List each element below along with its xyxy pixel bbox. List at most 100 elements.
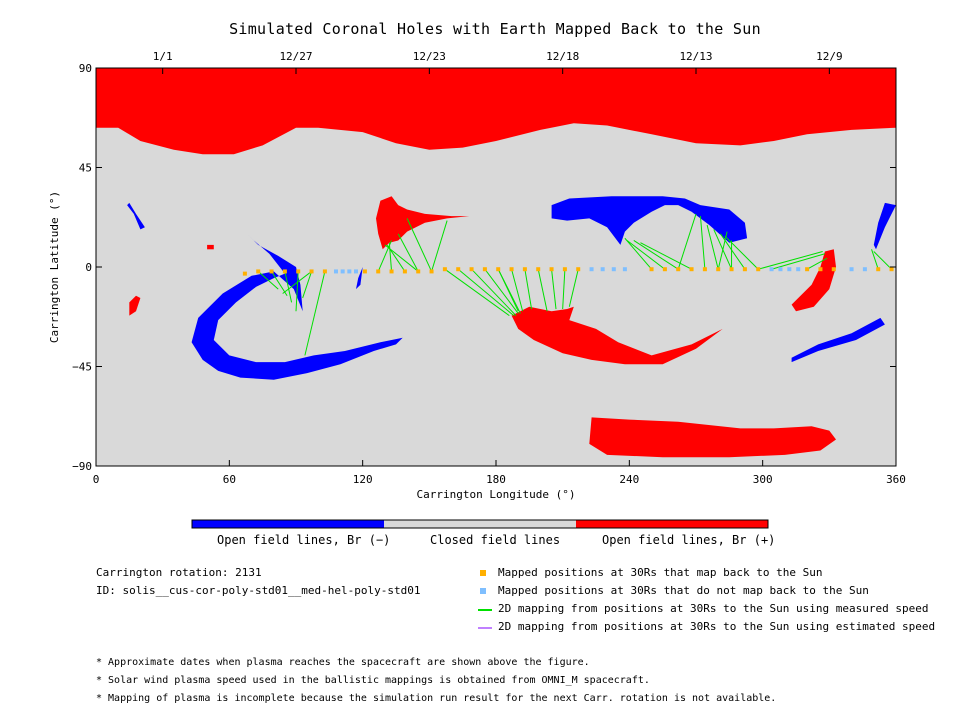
colorbar-segment-1 bbox=[384, 520, 576, 528]
unmapped-point-29 bbox=[600, 267, 605, 272]
unmapped-point-48 bbox=[849, 267, 854, 272]
mapped-point-39 bbox=[742, 267, 747, 272]
mapping-line-12 bbox=[406, 218, 433, 272]
axes: 0 60 120 180 240 300 360 90 45 0 −45 −90 1/1 12/27 12/… bbox=[48, 50, 906, 501]
date-tick-label-1: 12/27 bbox=[279, 50, 312, 63]
mapping-line-42 bbox=[873, 251, 892, 270]
date-tick-label-5: 12/9 bbox=[816, 50, 843, 63]
unmapped-point-43 bbox=[787, 267, 792, 272]
mapping-line-17 bbox=[484, 268, 519, 314]
y-tick-label-1: 45 bbox=[79, 162, 92, 175]
y-axis-label: Carrington Latitude (°) bbox=[48, 191, 61, 343]
coronal-hole-positive-6 bbox=[129, 295, 141, 316]
mapping-line-24 bbox=[568, 269, 579, 307]
run-id: ID: solis__cus-cor-poly-std01__med-hel-p… bbox=[96, 584, 421, 597]
coronal-hole-negative-11 bbox=[873, 202, 896, 250]
mapped-point-26 bbox=[562, 267, 567, 272]
coronal-hole-negative-10 bbox=[791, 317, 885, 363]
legend-estimated-label: 2D mapping from positions at 30Rs to the… bbox=[498, 620, 936, 633]
mapping-line-34 bbox=[720, 233, 746, 270]
mapping-line-8 bbox=[388, 242, 393, 272]
mapped-point-23 bbox=[522, 267, 527, 272]
mapping-line-30 bbox=[677, 213, 697, 270]
mapping-line-31 bbox=[699, 216, 706, 270]
mapped-point-34 bbox=[676, 267, 681, 272]
coronal-hole-regions bbox=[96, 68, 896, 458]
x-tick-label-5: 300 bbox=[753, 473, 773, 486]
legend-measured-label: 2D mapping from positions at 30Rs to the… bbox=[498, 602, 929, 615]
mapping-line-26 bbox=[624, 237, 652, 270]
mapped-point-14 bbox=[402, 269, 407, 274]
unmapped-point-28 bbox=[589, 267, 594, 272]
y-tick-label-0: 90 bbox=[79, 62, 92, 75]
mapped-point-27 bbox=[576, 267, 581, 272]
mapping-line-3 bbox=[295, 271, 299, 312]
mapped-point-35 bbox=[689, 267, 694, 272]
mapped-point-45 bbox=[805, 267, 810, 272]
unmapped-point-49 bbox=[862, 267, 867, 272]
mapped-point-11 bbox=[362, 269, 367, 274]
x-tick-label-2: 120 bbox=[353, 473, 373, 486]
date-tick-label-4: 12/13 bbox=[679, 50, 712, 63]
coronal-hole-positive-0 bbox=[96, 68, 896, 155]
mapping-line-35 bbox=[724, 235, 759, 270]
mapping-line-23 bbox=[562, 269, 566, 310]
mapping-line-14 bbox=[444, 268, 510, 317]
mapped-point-16 bbox=[429, 269, 434, 274]
legend-measured-line bbox=[478, 609, 492, 611]
colorbar-label-negative: Open field lines, Br (−) bbox=[217, 533, 391, 547]
x-tick-label-3: 180 bbox=[486, 473, 506, 486]
colorbar-label-closed: Closed field lines bbox=[430, 533, 561, 547]
mapping-line-32 bbox=[706, 224, 719, 270]
mapped-point-1 bbox=[256, 269, 261, 274]
mapping-line-38 bbox=[758, 251, 823, 270]
mapping-line-25 bbox=[497, 268, 519, 312]
mapped-point-37 bbox=[716, 267, 721, 272]
mapped-point-36 bbox=[702, 267, 707, 272]
coronal-hole-positive-5 bbox=[791, 249, 836, 312]
mapped-point-5 bbox=[309, 269, 314, 274]
unmapped-point-7 bbox=[334, 269, 338, 274]
mapped-point-25 bbox=[549, 267, 554, 272]
mapping-line-29 bbox=[640, 242, 692, 270]
chart-title: Simulated Coronal Holes with Earth Mappe… bbox=[229, 20, 761, 38]
mapped-point-13 bbox=[389, 269, 394, 274]
mapped-point-6 bbox=[322, 269, 327, 274]
legend-estimated-line bbox=[478, 627, 492, 629]
legend-unmapped-marker bbox=[480, 588, 486, 594]
mapped-point-18 bbox=[456, 267, 461, 272]
coronal-hole-negative-12 bbox=[127, 202, 145, 230]
colorbar-segment-0 bbox=[192, 520, 384, 528]
legend-mapped-marker bbox=[480, 570, 486, 576]
mapped-point-38 bbox=[729, 267, 734, 272]
date-tick-label-2: 12/23 bbox=[413, 50, 446, 63]
x-tick-label-6: 360 bbox=[886, 473, 906, 486]
mapped-point-0 bbox=[242, 271, 247, 276]
coronal-hole-negative-13 bbox=[356, 267, 363, 290]
colorbar-label-positive: Open field lines, Br (+) bbox=[602, 533, 776, 547]
mapped-point-24 bbox=[536, 267, 541, 272]
note-dates: * Approximate dates when plasma reaches … bbox=[96, 657, 590, 668]
mapping-line-10 bbox=[384, 244, 419, 272]
mapping-line-5 bbox=[304, 271, 326, 356]
legend-mapped-label: Mapped positions at 30Rs that map back t… bbox=[498, 566, 823, 579]
mapping-line-20 bbox=[524, 269, 533, 310]
mapped-point-32 bbox=[649, 267, 654, 272]
mapped-point-50 bbox=[876, 267, 881, 272]
mapping-line-16 bbox=[471, 268, 517, 316]
colorbar-segment-2 bbox=[576, 520, 768, 528]
mapped-point-47 bbox=[831, 267, 836, 272]
x-axis-label: Carrington Longitude (°) bbox=[417, 488, 576, 501]
mapping-line-4 bbox=[302, 271, 313, 299]
unmapped-point-8 bbox=[340, 269, 345, 274]
mapped-point-46 bbox=[818, 267, 823, 272]
note-incomplete: * Mapping of plasma is incomplete becaus… bbox=[96, 693, 777, 704]
mapped-point-21 bbox=[496, 267, 501, 272]
mapped-point-51 bbox=[889, 267, 894, 272]
mapping-line-13 bbox=[397, 233, 419, 272]
legend-unmapped-label: Mapped positions at 30Rs that do not map… bbox=[498, 584, 869, 597]
mapping-line-21 bbox=[537, 269, 548, 312]
mapped-point-3 bbox=[282, 269, 287, 274]
coronal-hole-negative-8 bbox=[191, 233, 403, 380]
mapped-point-20 bbox=[482, 267, 487, 272]
